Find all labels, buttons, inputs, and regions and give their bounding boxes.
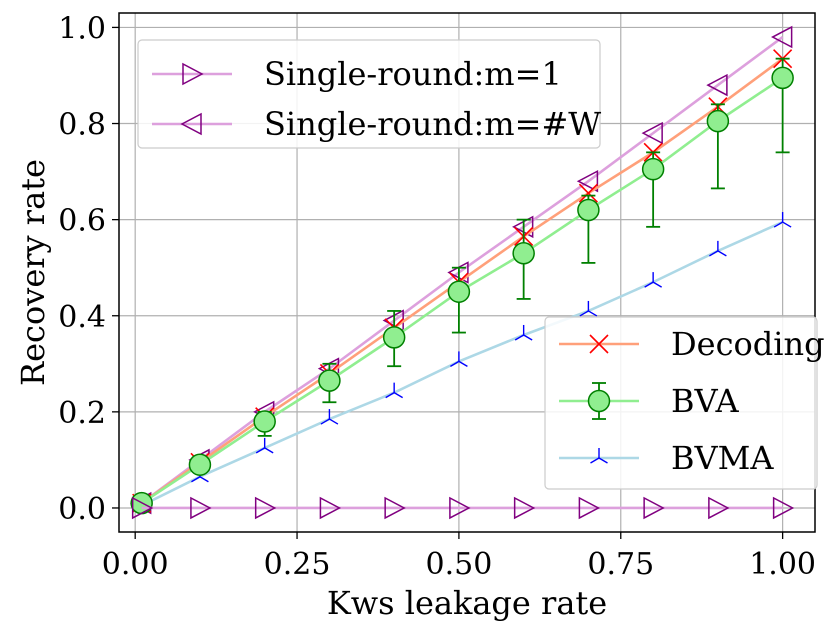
tri-stroke xyxy=(717,250,727,257)
tri-stroke xyxy=(652,281,662,288)
point-marker xyxy=(590,448,608,464)
point-marker xyxy=(706,73,728,97)
tri-stroke xyxy=(320,418,330,425)
y-tick-label: 0.8 xyxy=(58,108,106,143)
point-marker xyxy=(578,496,601,520)
x-stroke xyxy=(589,334,609,354)
y-axis-label: Recovery rate xyxy=(14,159,52,386)
tri-stroke xyxy=(773,221,783,228)
legend-box xyxy=(137,39,601,149)
legend-label: BVA xyxy=(671,382,739,420)
x-axis-label: Kws leakage rate xyxy=(327,584,607,622)
point-marker xyxy=(709,240,727,257)
point-marker xyxy=(447,280,471,303)
tri-stroke xyxy=(644,281,654,288)
point-marker xyxy=(706,109,730,133)
x-tick-label: 1.00 xyxy=(749,547,816,582)
series-layer xyxy=(130,25,795,520)
tri-stroke xyxy=(579,310,589,317)
legend-entry: Single-round:m=#W xyxy=(152,105,601,143)
tri-stroke xyxy=(199,476,209,483)
point-marker xyxy=(641,157,665,181)
y-tick-label: 0.6 xyxy=(58,204,106,239)
tri-stroke xyxy=(590,457,600,464)
point-marker xyxy=(188,453,212,476)
tri-stroke xyxy=(588,310,598,317)
point-marker xyxy=(450,351,468,368)
legend-label: BVMA xyxy=(671,439,774,477)
point-marker xyxy=(253,410,276,433)
x-stroke xyxy=(578,183,598,203)
tri-stroke xyxy=(191,476,201,483)
y-tick-label: 0.4 xyxy=(58,300,106,335)
tri-stroke xyxy=(709,250,719,257)
point-marker xyxy=(319,496,342,520)
point-marker xyxy=(182,62,204,86)
point-marker xyxy=(579,300,598,317)
tri-stroke xyxy=(782,221,792,228)
tri-stroke xyxy=(255,447,266,454)
point-marker xyxy=(512,242,535,265)
point-marker xyxy=(180,112,202,136)
legend-entry: BVA xyxy=(559,382,739,420)
y-tick-label: 1.0 xyxy=(58,11,106,46)
point-marker xyxy=(320,409,339,425)
x-tick-label: 0.25 xyxy=(264,547,331,582)
legend-label: Decoding xyxy=(671,325,825,363)
y-tick-label: 0.2 xyxy=(58,396,106,431)
point-marker xyxy=(576,169,599,193)
legend-box xyxy=(544,316,818,490)
point-marker xyxy=(384,496,406,520)
point-marker xyxy=(577,198,600,222)
point-marker xyxy=(643,496,665,520)
tri-stroke xyxy=(458,360,468,368)
point-marker xyxy=(190,496,212,520)
point-marker xyxy=(449,496,471,520)
point-marker xyxy=(641,121,663,145)
y-tick-label: 0.0 xyxy=(58,492,106,527)
point-marker xyxy=(131,496,154,520)
point-marker xyxy=(254,496,277,520)
tri-stroke xyxy=(598,457,608,464)
point-marker xyxy=(578,183,598,203)
legend-entry: Single-round:m=1 xyxy=(152,55,562,93)
point-marker xyxy=(514,324,533,341)
point-marker xyxy=(771,66,794,90)
x-tick-label: 0.75 xyxy=(587,547,654,582)
legend-label: Single-round:m=#W xyxy=(264,105,601,143)
legend-entry: Decoding xyxy=(559,325,825,363)
point-marker xyxy=(382,326,406,349)
series-bva xyxy=(130,57,794,515)
series-single-round-m-1 xyxy=(131,496,795,520)
point-marker xyxy=(513,496,536,520)
point-marker xyxy=(587,389,611,413)
tri-stroke xyxy=(393,392,404,399)
point-marker xyxy=(772,496,795,520)
plot-frame xyxy=(118,12,816,533)
tri-stroke xyxy=(523,334,533,341)
tri-stroke xyxy=(514,334,525,341)
point-marker xyxy=(589,334,609,354)
x-tick-label: 0.00 xyxy=(102,547,169,582)
point-marker xyxy=(771,25,793,49)
point-marker xyxy=(773,212,792,228)
point-marker xyxy=(385,382,404,399)
legend-top: Single-round:m=1 Single-round:m=#W xyxy=(137,39,601,149)
x-tick-label: 0.50 xyxy=(426,547,493,582)
tri-stroke xyxy=(329,418,339,425)
tri-stroke xyxy=(450,360,460,368)
tri-stroke xyxy=(264,447,274,454)
point-marker xyxy=(708,496,730,520)
ticks: 0.00 0.25 0.50 0.75 1.00 0.0 0.2 0.4 0.6 0.8 1.0 xyxy=(58,11,816,582)
point-marker xyxy=(318,369,341,392)
point-marker xyxy=(644,272,662,288)
legend-entry: BVMA xyxy=(559,439,774,477)
legend-label: Single-round:m=1 xyxy=(264,55,562,93)
tri-stroke xyxy=(385,392,395,399)
point-marker xyxy=(255,437,274,454)
legend-bottom: Decoding BVA BVMA xyxy=(544,316,825,490)
